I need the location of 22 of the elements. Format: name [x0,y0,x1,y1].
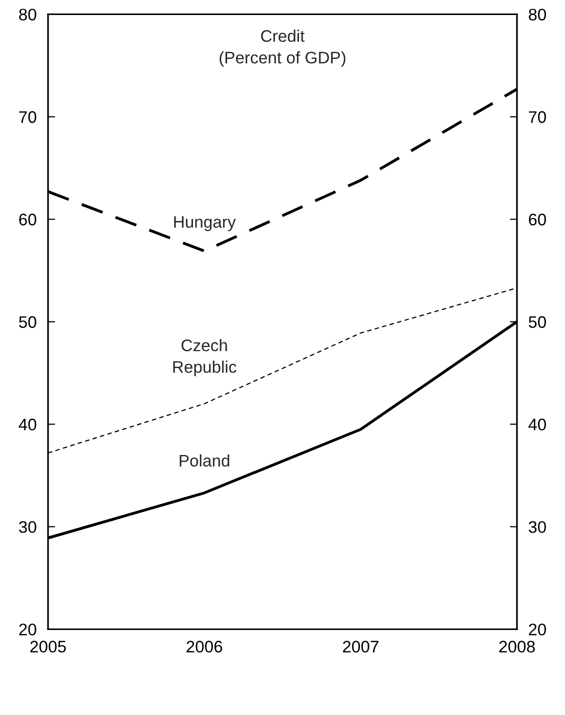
text: Credit (Percent of GDP) [220,30,346,67]
series-label: Hungary [174,216,236,232]
x-tick-label: 2005 [30,640,66,653]
y2-tick-label: 60 [528,214,546,226]
y-tick-label: 40 [18,418,36,430]
y2-tick-label: 50 [528,316,546,328]
x-tick-label: 2007 [342,640,378,653]
y-tick-label: 50 [19,316,36,328]
y-tick-label: 20 [19,624,36,636]
series-label: Poland [180,454,230,467]
y-tick-label: 80 [19,8,36,21]
y2-tick-label: 80 [528,8,546,21]
series-label: Czech Republic [173,339,236,376]
y2-tick-label: 30 [528,521,546,533]
y2-tick-label: 40 [528,418,546,430]
x-tick-label: 2006 [186,640,222,653]
y-tick-label: 60 [19,214,36,226]
y2-tick-label: 70 [528,111,546,123]
y-tick-label: 70 [19,111,36,123]
x-tick-label: 2008 [499,640,535,653]
y-tick-label: 30 [19,521,36,533]
y2-tick-label: 20 [528,624,546,636]
